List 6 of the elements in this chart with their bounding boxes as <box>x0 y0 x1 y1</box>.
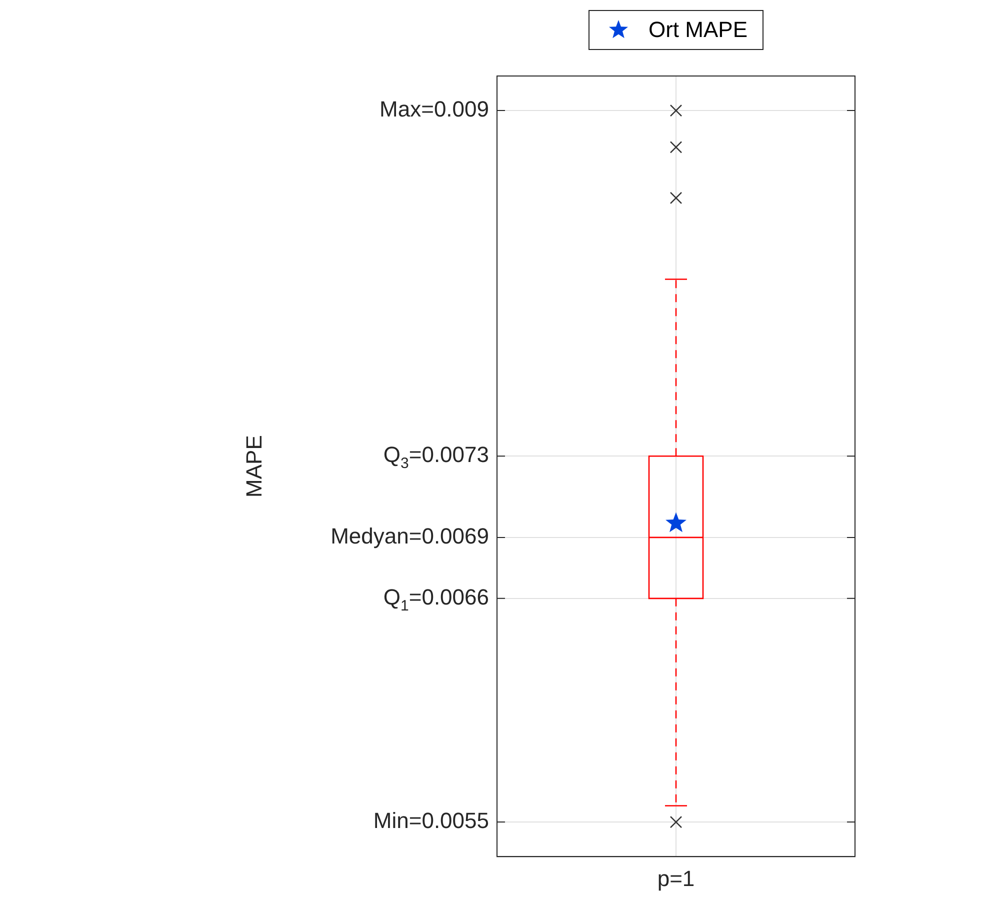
y-tick-label: Max=0.009 <box>380 96 490 122</box>
y-axis-title: MAPE <box>241 435 266 498</box>
y-tick-label: Min=0.0055 <box>373 808 490 834</box>
y-tick-label: Medyan=0.0069 <box>330 524 489 549</box>
legend-label: Ort MAPE <box>648 17 748 42</box>
x-tick-label: p=1 <box>657 866 695 891</box>
